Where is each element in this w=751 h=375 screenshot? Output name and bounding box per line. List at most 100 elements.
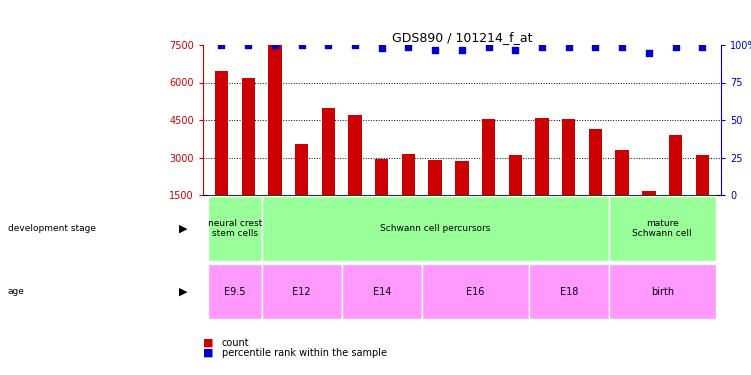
FancyBboxPatch shape	[503, 196, 527, 246]
FancyBboxPatch shape	[290, 196, 314, 246]
FancyBboxPatch shape	[637, 196, 661, 246]
Text: GSM15379: GSM15379	[457, 196, 466, 234]
Text: GSM15382: GSM15382	[538, 196, 547, 234]
Bar	[589, 129, 602, 232]
Point	[349, 42, 361, 48]
Bar	[268, 45, 282, 232]
Point	[322, 42, 334, 48]
FancyBboxPatch shape	[664, 196, 688, 246]
Bar	[642, 191, 656, 232]
FancyBboxPatch shape	[450, 196, 474, 246]
Text: GSM15375: GSM15375	[351, 196, 360, 234]
Point	[536, 44, 548, 50]
Text: development stage: development stage	[8, 224, 95, 233]
Bar	[669, 135, 682, 232]
Text: birth: birth	[650, 286, 674, 297]
Point	[509, 46, 521, 53]
Text: E9.5: E9.5	[224, 286, 246, 297]
Bar	[375, 159, 388, 232]
Bar	[616, 150, 629, 232]
Point	[456, 46, 468, 53]
Text: GSM15378: GSM15378	[430, 196, 439, 234]
Point	[616, 44, 628, 50]
Text: Schwann cell percursors: Schwann cell percursors	[380, 224, 490, 233]
Bar	[535, 117, 549, 232]
FancyBboxPatch shape	[263, 196, 287, 246]
Text: count: count	[222, 338, 249, 348]
Title: GDS890 / 101214_f_at: GDS890 / 101214_f_at	[391, 31, 532, 44]
Text: GSM15377: GSM15377	[404, 196, 413, 234]
Text: E18: E18	[559, 286, 578, 297]
Text: GSM15373: GSM15373	[297, 196, 306, 234]
FancyBboxPatch shape	[556, 196, 581, 246]
FancyBboxPatch shape	[584, 196, 608, 246]
FancyBboxPatch shape	[342, 264, 422, 320]
Bar	[482, 119, 495, 232]
Point	[643, 50, 655, 55]
FancyBboxPatch shape	[529, 264, 609, 320]
Text: E16: E16	[466, 286, 484, 297]
Point	[403, 44, 415, 50]
FancyBboxPatch shape	[208, 264, 261, 320]
Bar	[348, 115, 362, 232]
Text: GSM15385: GSM15385	[617, 196, 626, 234]
Text: GSM15388: GSM15388	[698, 196, 707, 234]
Bar	[295, 144, 308, 232]
Text: GSM15374: GSM15374	[324, 196, 333, 234]
Point	[670, 44, 682, 50]
Bar	[695, 155, 709, 232]
FancyBboxPatch shape	[236, 196, 260, 246]
Text: GSM15380: GSM15380	[484, 196, 493, 234]
Text: GSM15387: GSM15387	[671, 196, 680, 234]
Point	[483, 44, 495, 50]
FancyBboxPatch shape	[343, 196, 367, 246]
FancyBboxPatch shape	[261, 264, 342, 320]
Text: E12: E12	[292, 286, 311, 297]
FancyBboxPatch shape	[609, 264, 716, 320]
Point	[590, 44, 602, 50]
Text: GSM15371: GSM15371	[243, 196, 252, 234]
Text: ■: ■	[203, 348, 213, 357]
Text: E14: E14	[372, 286, 391, 297]
Text: GSM15386: GSM15386	[644, 196, 653, 234]
Bar	[429, 160, 442, 232]
Point	[216, 42, 228, 48]
Point	[296, 42, 308, 48]
FancyBboxPatch shape	[208, 196, 261, 261]
FancyBboxPatch shape	[422, 264, 529, 320]
FancyBboxPatch shape	[609, 196, 716, 261]
FancyBboxPatch shape	[423, 196, 447, 246]
Text: percentile rank within the sample: percentile rank within the sample	[222, 348, 387, 357]
Text: ▶: ▶	[179, 286, 188, 297]
Point	[696, 44, 708, 50]
Text: GSM15384: GSM15384	[591, 196, 600, 234]
FancyBboxPatch shape	[690, 196, 714, 246]
Point	[429, 46, 441, 53]
FancyBboxPatch shape	[477, 196, 501, 246]
Bar	[215, 71, 228, 232]
Text: GSM15370: GSM15370	[217, 196, 226, 234]
Text: GSM15376: GSM15376	[377, 196, 386, 234]
FancyBboxPatch shape	[316, 196, 340, 246]
FancyBboxPatch shape	[397, 196, 421, 246]
Point	[376, 45, 388, 51]
Point	[269, 42, 281, 48]
Text: age: age	[8, 287, 24, 296]
Text: GSM15381: GSM15381	[511, 196, 520, 234]
FancyBboxPatch shape	[530, 196, 554, 246]
Bar	[402, 154, 415, 232]
Bar	[455, 161, 469, 232]
Text: neural crest
stem cells: neural crest stem cells	[208, 219, 262, 239]
FancyBboxPatch shape	[369, 196, 394, 246]
FancyBboxPatch shape	[261, 196, 609, 261]
Point	[562, 44, 575, 50]
Bar	[242, 78, 255, 232]
Text: mature
Schwann cell: mature Schwann cell	[632, 219, 692, 239]
Bar	[508, 155, 522, 232]
Point	[242, 42, 254, 48]
Text: ■: ■	[203, 338, 213, 348]
FancyBboxPatch shape	[610, 196, 634, 246]
Bar	[562, 119, 575, 232]
Text: GSM15372: GSM15372	[270, 196, 279, 234]
Bar	[321, 108, 335, 232]
